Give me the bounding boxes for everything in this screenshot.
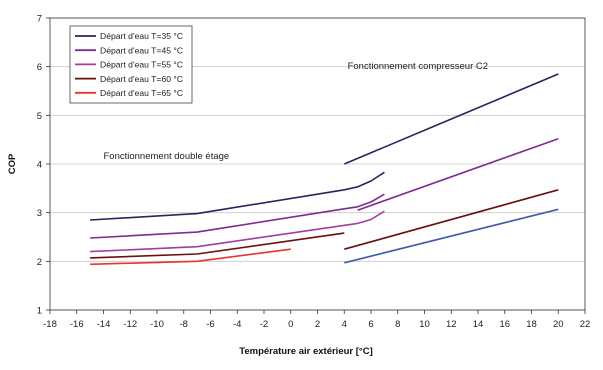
x-tick-label: 10 — [419, 319, 430, 330]
series-line-4-0 — [90, 248, 291, 266]
x-tick-label: 0 — [288, 319, 293, 330]
legend-label: Départ d'eau T=55 °C — [100, 60, 183, 70]
x-tick-label: 14 — [473, 319, 484, 330]
x-tick-label: -8 — [180, 319, 188, 330]
legend-label: Départ d'eau T=45 °C — [100, 45, 183, 55]
series-layer — [90, 73, 559, 266]
y-tick-label: 4 — [37, 160, 42, 171]
x-tick-label: -12 — [123, 319, 137, 330]
y-tick-label: 7 — [37, 14, 42, 25]
x-tick-label: -16 — [70, 319, 84, 330]
x-tick-label: -10 — [150, 319, 164, 330]
y-tick-label: 5 — [37, 111, 42, 122]
x-tick-label: 12 — [446, 319, 457, 330]
series-line-2-0 — [90, 210, 385, 253]
legend: Départ d'eau T=35 °C Départ d'eau T=45 °C… — [69, 25, 193, 104]
x-tick-label: -6 — [206, 319, 214, 330]
x-tick-label: 4 — [342, 319, 347, 330]
x-tick-label: -2 — [260, 319, 268, 330]
x-tick-label: -18 — [43, 319, 57, 330]
annotation-layer: Fonctionnement compresseur C2 Fonctionnem… — [104, 61, 489, 162]
y-axis-title: COP — [7, 153, 18, 174]
x-tick-label: 16 — [499, 319, 510, 330]
series-line-0-1 — [343, 73, 559, 165]
series-line-3-1 — [344, 189, 559, 250]
annotation-text: Fonctionnement double étage — [104, 151, 230, 162]
legend-label: Départ d'eau T=60 °C — [100, 74, 183, 84]
series-line-5-0 — [344, 208, 559, 264]
series-line-1-0 — [90, 193, 385, 239]
x-tick-label: 18 — [526, 319, 537, 330]
x-axis-title: Température air extérieur [°C] — [239, 346, 373, 357]
y-tick-label: 6 — [37, 62, 42, 73]
y-tick-label: 3 — [37, 208, 42, 219]
series-line-1-1 — [357, 137, 559, 211]
legend-label: Départ d'eau T=65 °C — [100, 88, 183, 98]
legend-label: Départ d'eau T=35 °C — [100, 31, 183, 41]
x-tick-label: 2 — [315, 319, 320, 330]
x-tick-label: 20 — [553, 319, 564, 330]
annotation-text: Fonctionnement compresseur C2 — [348, 61, 488, 72]
y-tick-label: 2 — [37, 257, 42, 268]
y-tick-label: 1 — [37, 306, 42, 317]
series-line-0-0 — [90, 171, 385, 221]
x-tick-label: -4 — [233, 319, 241, 330]
x-tick-label: 22 — [580, 319, 591, 330]
plot-frame — [49, 17, 586, 311]
x-tick-label: -14 — [97, 319, 111, 330]
x-tick-label: 8 — [395, 319, 400, 330]
series-line-3-0 — [90, 232, 345, 259]
x-tick-label: 6 — [368, 319, 373, 330]
